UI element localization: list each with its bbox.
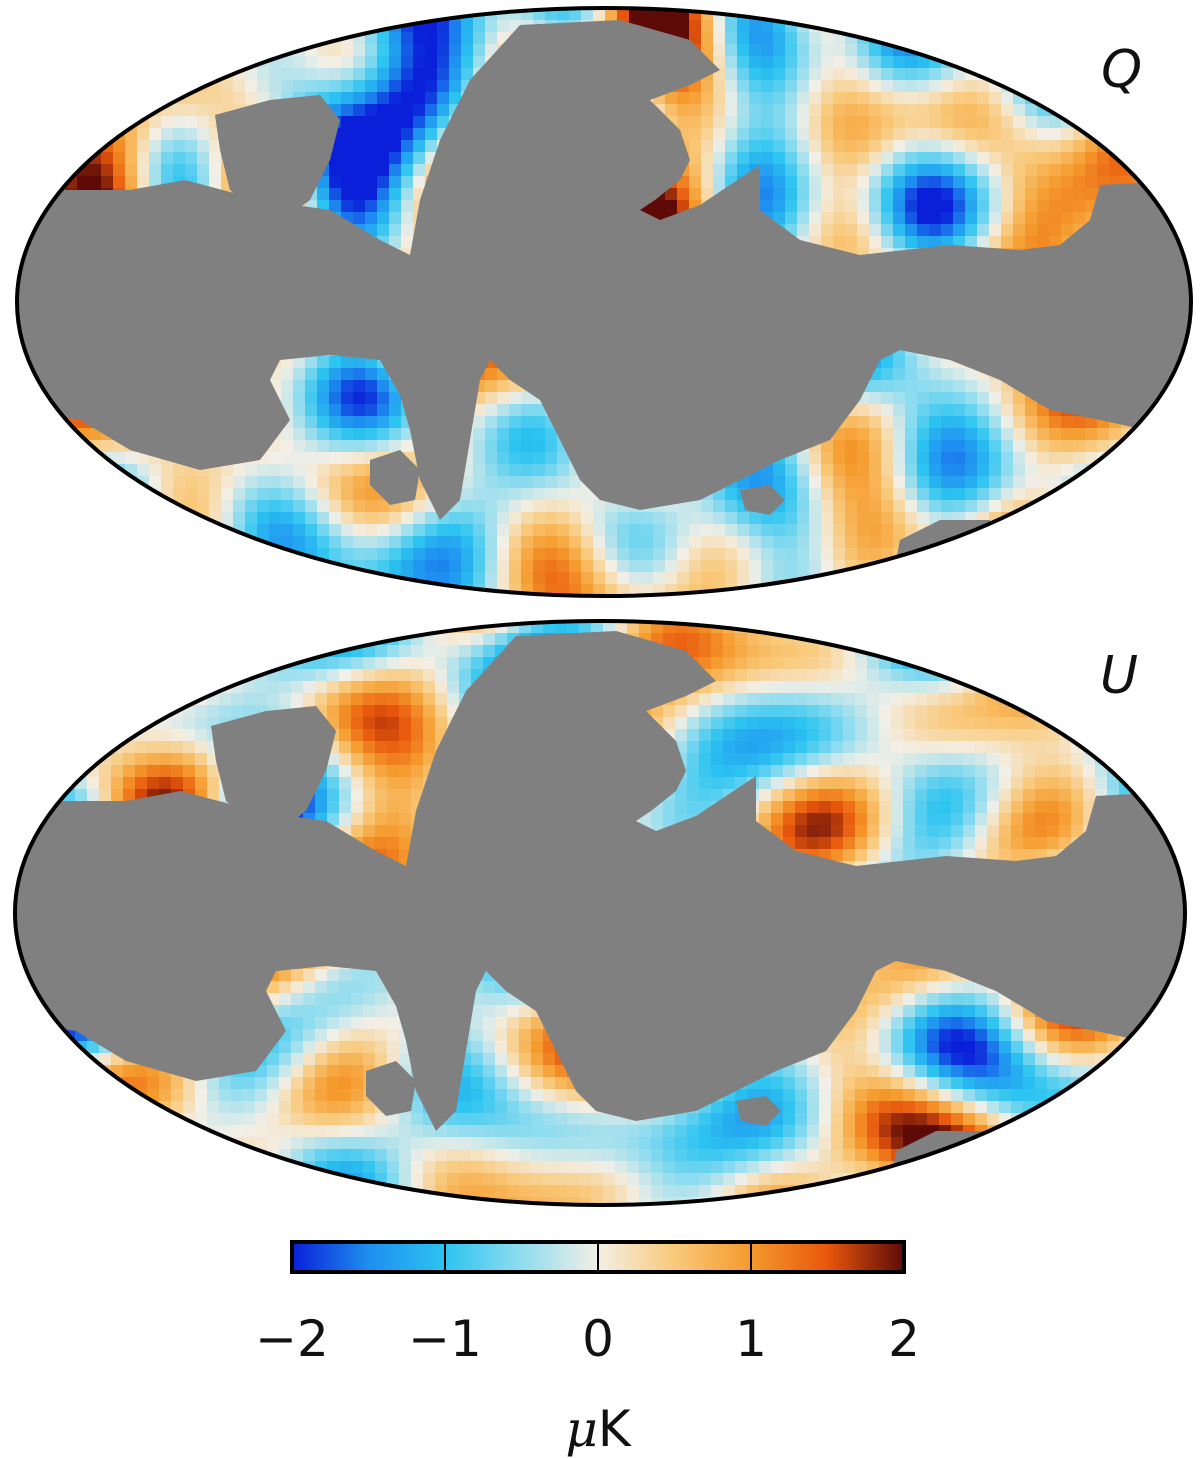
colorbar-tick-label: 1	[735, 1310, 767, 1368]
unit-suffix: K	[598, 1400, 631, 1458]
map-u	[13, 621, 1192, 1210]
colorbar-tick-label: 0	[582, 1310, 614, 1368]
colorbar-tick-label: 2	[888, 1310, 920, 1368]
map-q	[17, 8, 1194, 597]
unit-symbol: μ	[565, 1400, 598, 1458]
colorbar	[292, 1242, 904, 1272]
panel-label-u: U	[1100, 646, 1138, 706]
colorbar-tick-label: −2	[255, 1310, 329, 1368]
panel-label-q: Q	[1101, 40, 1142, 100]
colorbar-unit-label: μK	[565, 1400, 630, 1458]
colorbar-tick-label: −1	[408, 1310, 482, 1368]
